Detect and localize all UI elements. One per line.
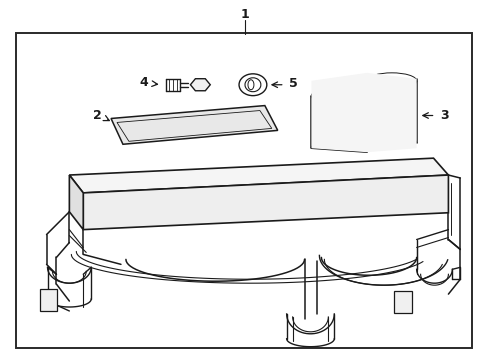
Text: 2: 2 — [93, 109, 102, 122]
Polygon shape — [111, 105, 277, 144]
Text: 3: 3 — [439, 109, 448, 122]
Text: 1: 1 — [240, 8, 249, 21]
Text: 4: 4 — [139, 76, 148, 89]
Polygon shape — [69, 175, 83, 230]
Polygon shape — [40, 289, 57, 311]
Polygon shape — [311, 73, 416, 152]
Polygon shape — [190, 79, 210, 91]
Bar — [16, 33, 471, 348]
Polygon shape — [83, 175, 447, 230]
Polygon shape — [69, 158, 447, 193]
Text: 5: 5 — [288, 77, 297, 90]
Polygon shape — [393, 291, 411, 313]
